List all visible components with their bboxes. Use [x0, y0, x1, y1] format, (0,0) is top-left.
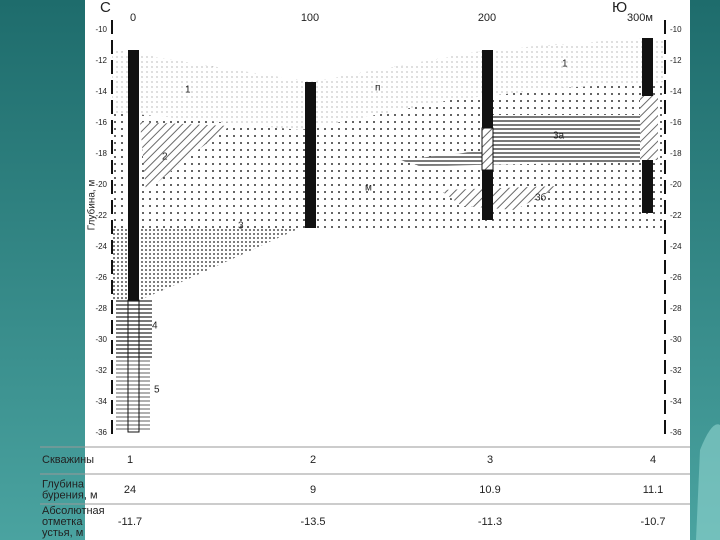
row-label: Абсолютная: [42, 505, 105, 517]
depth-tick-label: -20: [95, 180, 107, 189]
well-bottom: [127, 299, 140, 433]
distance-label: 200: [478, 12, 496, 24]
depth-tick-label: -22: [670, 211, 682, 220]
layer-label: 5: [154, 385, 160, 396]
north-label: С: [100, 0, 111, 16]
depth-tick-label: -36: [95, 428, 107, 437]
cell: 4: [650, 454, 656, 466]
layer-p: [112, 38, 665, 130]
depth-tick-label: -30: [670, 335, 682, 344]
distance-label: 300м: [627, 12, 653, 24]
cell: 2: [310, 454, 316, 466]
cell: 3: [487, 454, 493, 466]
wells: [116, 38, 653, 433]
depth-tick-label: -32: [670, 366, 682, 375]
distance-label: 100: [301, 12, 319, 24]
depth-tick-label: -12: [670, 56, 682, 65]
depth-axis-label: Глубина, м: [86, 180, 98, 231]
well: [642, 38, 653, 96]
distance-label: 0: [130, 12, 136, 24]
depth-tick-label: -26: [95, 273, 107, 282]
layer-hatch: [640, 95, 658, 160]
cell: 11.1: [643, 484, 664, 496]
cell: 1: [127, 454, 133, 466]
layer-label: м: [365, 183, 372, 194]
row-label: устья, м: [42, 527, 83, 539]
layer-3-lower: [112, 228, 300, 300]
well: [482, 170, 493, 220]
row-label: Глубина: [42, 478, 85, 490]
depth-tick-label: -12: [95, 56, 107, 65]
layer-3a: [400, 115, 640, 166]
cell: -13.5: [300, 516, 325, 528]
cell: -11.3: [478, 516, 502, 528]
depth-tick-label: -34: [95, 397, 107, 406]
depth-tick-label: -10: [670, 25, 682, 34]
row-label: бурения, м: [42, 489, 98, 501]
decoration: [696, 424, 720, 540]
cell: 10.9: [479, 484, 500, 496]
well-part: [481, 127, 494, 171]
depth-tick-label: -18: [670, 149, 682, 158]
depth-tick-label: -36: [670, 428, 682, 437]
layer-label: 3б: [535, 192, 547, 204]
layer-label: 3: [238, 221, 244, 232]
depth-tick-label: -34: [670, 397, 682, 406]
well: [128, 50, 139, 300]
layer-3b: [440, 186, 560, 210]
depth-tick-label: -22: [95, 211, 107, 220]
layer-label: 2: [162, 152, 168, 163]
depth-tick-label: -14: [95, 87, 107, 96]
table: [40, 446, 690, 505]
well-layer-5: [116, 360, 150, 432]
layer-label: 1: [562, 59, 568, 70]
depth-tick-label: -20: [670, 180, 682, 189]
depth-tick-label: -16: [95, 118, 107, 127]
row-label: отметка: [42, 516, 83, 528]
well-layer-4: [116, 300, 152, 360]
section: [112, 38, 665, 300]
cell: -11.7: [118, 516, 142, 528]
layer-label: 3а: [553, 131, 565, 142]
depth-tick-label: -24: [670, 242, 682, 251]
row-label: Скважины: [42, 454, 94, 466]
cell: -10.7: [640, 516, 665, 528]
depth-tick-label: -28: [95, 304, 107, 313]
cell: 24: [124, 484, 136, 496]
depth-tick-label: -26: [670, 273, 682, 282]
well: [642, 160, 653, 213]
depth-tick-label: -10: [95, 25, 107, 34]
depth-tick-label: -32: [95, 366, 107, 375]
depth-tick-label: -16: [670, 118, 682, 127]
layer-label: 4: [152, 321, 158, 332]
cell: 9: [310, 484, 316, 496]
depth-tick-label: -30: [95, 335, 107, 344]
layer-2: [140, 122, 230, 192]
well: [482, 50, 493, 128]
south-label: Ю: [612, 0, 627, 16]
depth-tick-label: -28: [670, 304, 682, 313]
well: [305, 82, 316, 228]
layer-label: 1: [185, 85, 191, 96]
depth-tick-label: -24: [95, 242, 107, 251]
depth-tick-label: -14: [670, 87, 682, 96]
depth-tick-label: -18: [95, 149, 107, 158]
layer-label: п: [375, 83, 380, 94]
